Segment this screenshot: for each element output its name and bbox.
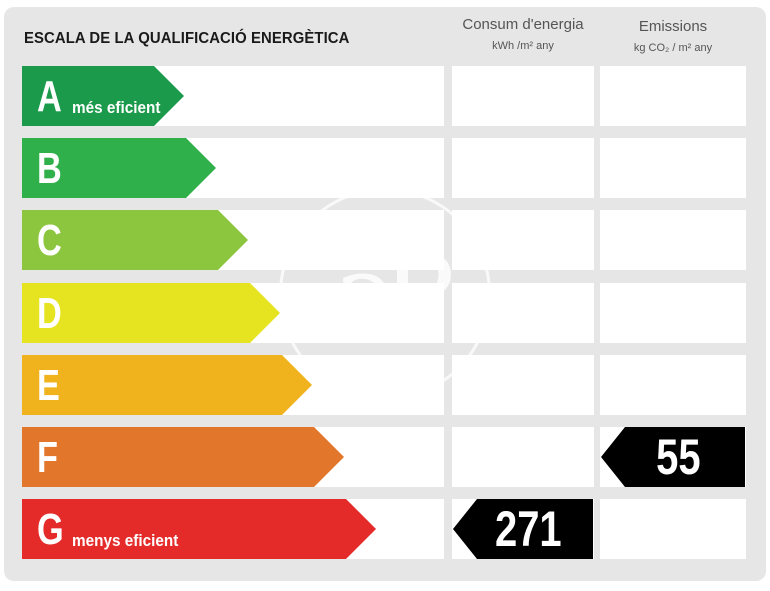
rating-letter: E <box>37 361 60 410</box>
rating-bar-e <box>22 355 312 415</box>
rating-bar-c <box>22 210 248 270</box>
page-title: ESCALA DE LA QUALIFICACIÓ ENERGÈTICA <box>24 30 350 47</box>
emissions-label: Emissions <box>638 18 708 35</box>
emissions-cell <box>600 355 746 415</box>
consumption-unit: kWh /m² any <box>492 40 554 52</box>
consumption-label: Consum d'energia <box>462 16 584 33</box>
watermark-logo: aP <box>279 188 491 400</box>
emissions-cell <box>600 210 746 270</box>
consumption-cell <box>452 66 594 126</box>
emissions-indicator: 55 <box>601 427 745 487</box>
watermark-text: aP <box>333 230 455 358</box>
emissions-cell <box>600 138 746 198</box>
consumption-cell <box>452 138 594 198</box>
consumption-indicator: 271 <box>453 499 593 559</box>
rating-letter: A <box>37 72 62 121</box>
rating-sublabel: més eficient <box>72 98 161 117</box>
consumption-column-header: Consum d'energia kWh /m² any <box>452 16 594 54</box>
consumption-cell <box>452 427 594 487</box>
rating-letter: C <box>37 216 62 265</box>
rating-letter: D <box>37 289 62 338</box>
consumption-indicator-value: 271 <box>495 501 562 557</box>
rating-sublabel: menys eficient <box>72 531 179 550</box>
emissions-unit: kg CO₂ / m² any <box>633 42 713 54</box>
consumption-cell <box>452 355 594 415</box>
rating-bar-a <box>22 66 184 126</box>
rating-bar-g <box>22 499 376 559</box>
rating-letter: B <box>37 144 62 193</box>
rating-bar-d <box>22 283 280 343</box>
rating-letter: G <box>37 505 64 554</box>
emissions-column-header: Emissions kg CO₂ / m² any <box>600 18 746 56</box>
rating-letter: F <box>37 433 58 482</box>
emissions-cell <box>600 283 746 343</box>
emissions-cell <box>600 499 746 559</box>
rating-bar-b <box>22 138 216 198</box>
rating-bar-f <box>22 427 344 487</box>
emissions-cell <box>600 66 746 126</box>
emissions-indicator-value: 55 <box>656 429 701 485</box>
